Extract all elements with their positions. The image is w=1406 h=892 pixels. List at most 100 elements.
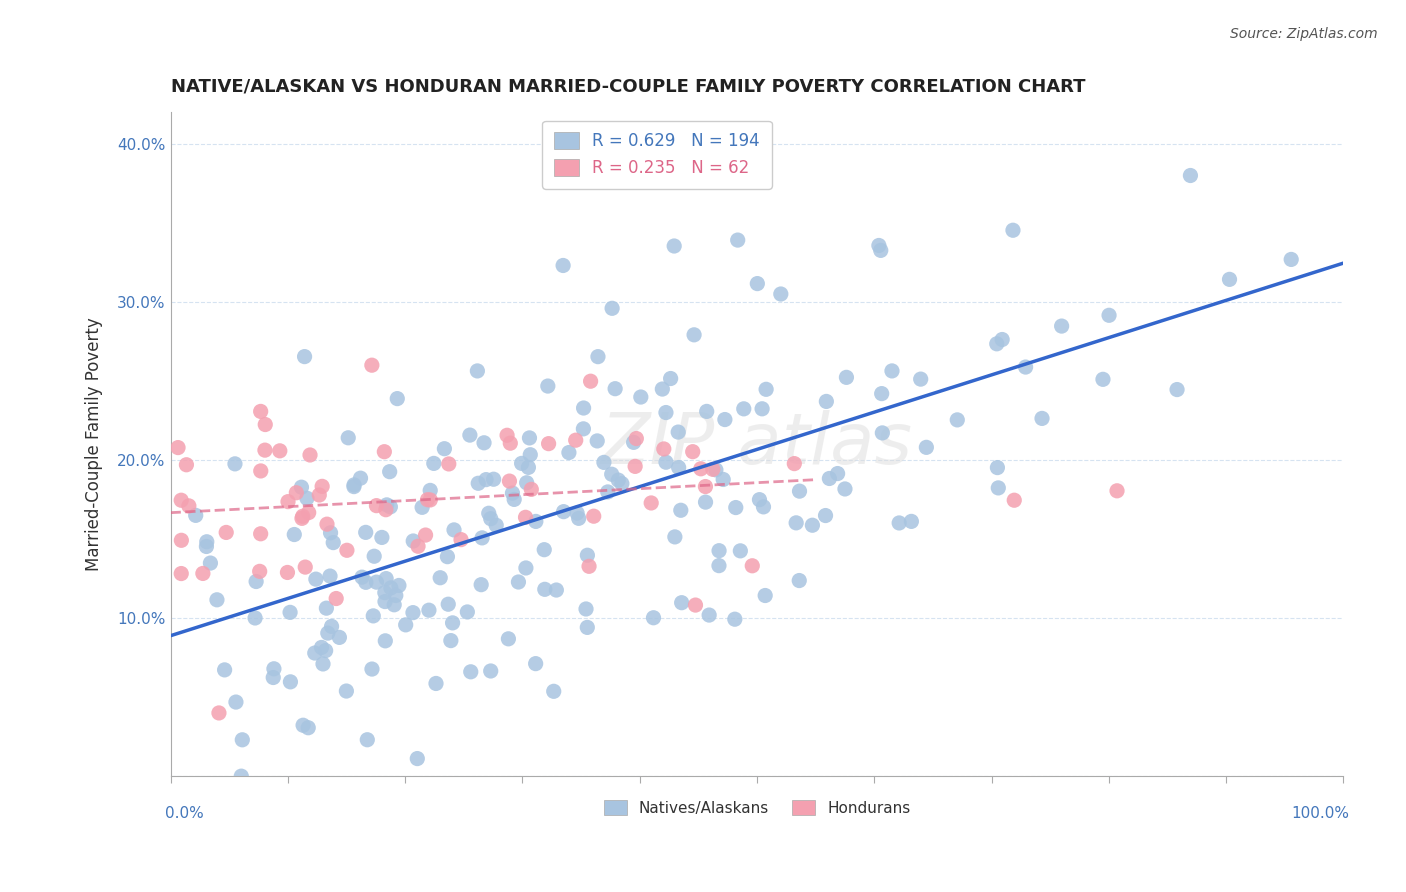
Point	[419, 492, 441, 507]
Point	[479, 664, 502, 678]
Point	[1050, 319, 1073, 334]
Point	[328, 631, 350, 645]
Point	[640, 496, 662, 510]
Point	[596, 484, 619, 499]
Point	[378, 465, 401, 479]
Point	[565, 506, 588, 520]
Point	[664, 530, 686, 544]
Point	[991, 333, 1014, 347]
Point	[607, 473, 630, 487]
Point	[208, 706, 231, 720]
Point	[1014, 360, 1036, 375]
Point	[423, 457, 446, 471]
Point	[707, 558, 730, 573]
Point	[986, 336, 1008, 351]
Point	[576, 548, 599, 562]
Point	[714, 412, 737, 426]
Point	[343, 480, 366, 494]
Point	[458, 428, 481, 442]
Point	[946, 413, 969, 427]
Point	[315, 601, 337, 615]
Point	[311, 479, 333, 493]
Point	[363, 549, 385, 564]
Point	[733, 401, 755, 416]
Point	[553, 259, 575, 273]
Point	[336, 543, 359, 558]
Point	[253, 443, 276, 458]
Point	[1180, 169, 1202, 183]
Point	[655, 405, 678, 419]
Point	[225, 695, 247, 709]
Point	[508, 574, 530, 589]
Point	[312, 657, 335, 671]
Point	[516, 475, 538, 490]
Point	[1031, 411, 1053, 425]
Point	[325, 591, 347, 606]
Point	[249, 464, 271, 478]
Point	[915, 441, 938, 455]
Point	[624, 459, 647, 474]
Text: 0.0%: 0.0%	[165, 806, 204, 821]
Point	[471, 531, 494, 545]
Point	[835, 370, 858, 384]
Point	[349, 471, 371, 485]
Point	[741, 558, 763, 573]
Point	[520, 483, 543, 497]
Point	[568, 511, 591, 525]
Point	[834, 482, 856, 496]
Point	[467, 476, 489, 491]
Point	[664, 239, 686, 253]
Point	[586, 350, 609, 364]
Point	[382, 598, 405, 612]
Point	[626, 432, 648, 446]
Point	[655, 455, 678, 469]
Point	[429, 571, 451, 585]
Point	[870, 386, 893, 401]
Point	[503, 492, 526, 507]
Point	[652, 442, 675, 456]
Point	[361, 662, 384, 676]
Point	[475, 473, 498, 487]
Point	[517, 460, 540, 475]
Point	[510, 456, 533, 470]
Point	[572, 422, 595, 436]
Point	[467, 364, 489, 378]
Point	[533, 582, 555, 597]
Point	[769, 287, 792, 301]
Point	[373, 444, 395, 458]
Point	[1279, 252, 1302, 267]
Point	[754, 589, 776, 603]
Point	[375, 572, 398, 586]
Point	[304, 646, 326, 660]
Point	[460, 665, 482, 679]
Point	[752, 500, 775, 514]
Point	[524, 657, 547, 671]
Point	[479, 511, 502, 525]
Point	[519, 448, 541, 462]
Point	[322, 535, 344, 549]
Point	[515, 561, 537, 575]
Point	[308, 488, 330, 502]
Point	[666, 425, 689, 439]
Point	[695, 495, 717, 509]
Point	[470, 577, 492, 591]
Point	[277, 494, 299, 508]
Point	[707, 543, 730, 558]
Point	[669, 503, 692, 517]
Point	[747, 277, 769, 291]
Point	[697, 608, 720, 623]
Point	[215, 525, 238, 540]
Point	[472, 435, 495, 450]
Point	[558, 445, 581, 459]
Point	[630, 390, 652, 404]
Point	[1098, 308, 1121, 322]
Point	[696, 404, 718, 418]
Point	[170, 493, 193, 508]
Point	[311, 640, 333, 655]
Point	[380, 500, 402, 514]
Point	[695, 479, 717, 493]
Point	[593, 455, 616, 469]
Point	[727, 233, 749, 247]
Point	[450, 533, 472, 547]
Point	[380, 581, 402, 595]
